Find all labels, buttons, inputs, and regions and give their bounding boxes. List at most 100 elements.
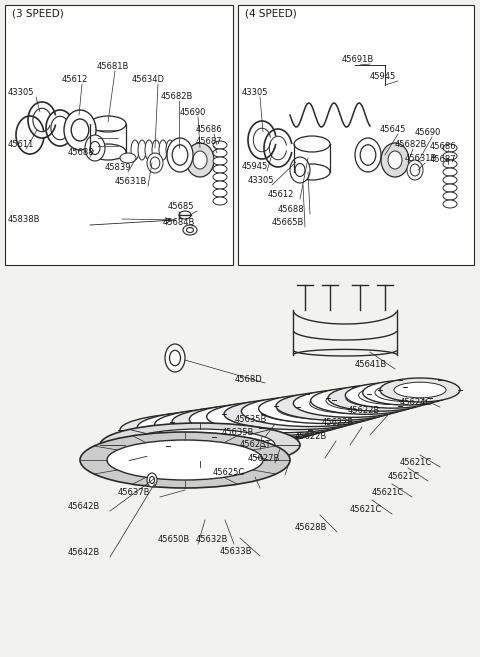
Text: 45622B: 45622B (295, 432, 327, 441)
Text: 45839: 45839 (105, 163, 132, 172)
Ellipse shape (212, 407, 327, 431)
Ellipse shape (293, 390, 410, 417)
Text: 45945: 45945 (242, 162, 268, 171)
Ellipse shape (213, 141, 227, 149)
Text: 45633B: 45633B (220, 547, 252, 556)
Ellipse shape (443, 176, 457, 184)
Ellipse shape (193, 151, 207, 169)
Ellipse shape (71, 119, 89, 141)
Ellipse shape (159, 140, 167, 160)
Ellipse shape (443, 184, 457, 192)
Text: 45624C: 45624C (400, 398, 432, 407)
Ellipse shape (410, 164, 420, 176)
Text: 45650B: 45650B (158, 535, 190, 544)
Text: 45612: 45612 (62, 75, 88, 84)
Ellipse shape (120, 153, 136, 163)
Ellipse shape (388, 151, 402, 169)
Ellipse shape (294, 136, 330, 152)
Text: 45642B: 45642B (68, 548, 100, 557)
Ellipse shape (179, 413, 305, 437)
Text: 45691B: 45691B (342, 55, 374, 64)
Text: 45665B: 45665B (272, 218, 304, 227)
Text: 45682B: 45682B (395, 140, 427, 149)
Ellipse shape (187, 227, 193, 233)
Text: 43305: 43305 (8, 88, 35, 97)
Ellipse shape (80, 432, 290, 488)
Ellipse shape (224, 398, 370, 430)
Text: (3 SPEED): (3 SPEED) (12, 8, 64, 18)
Ellipse shape (183, 225, 197, 235)
Text: 45631B: 45631B (115, 177, 147, 186)
Text: 45625C: 45625C (213, 468, 245, 477)
Ellipse shape (213, 149, 227, 157)
Text: 45621C: 45621C (400, 458, 432, 467)
Ellipse shape (295, 164, 305, 177)
Text: 45690: 45690 (415, 128, 442, 137)
Text: 45686: 45686 (430, 142, 456, 151)
Ellipse shape (172, 405, 340, 439)
Ellipse shape (163, 415, 294, 440)
Ellipse shape (311, 387, 420, 415)
Ellipse shape (394, 382, 446, 397)
Ellipse shape (326, 391, 405, 411)
Text: 45634D: 45634D (132, 75, 165, 84)
Text: 45623T: 45623T (240, 440, 272, 449)
Ellipse shape (172, 145, 188, 165)
Ellipse shape (213, 173, 227, 181)
Ellipse shape (165, 344, 185, 372)
Ellipse shape (90, 144, 126, 160)
Text: 45687: 45687 (196, 137, 223, 146)
Ellipse shape (250, 404, 345, 424)
Ellipse shape (131, 140, 139, 160)
Text: 45631B: 45631B (405, 154, 437, 163)
Text: 45621C: 45621C (388, 472, 420, 481)
Text: 45627B: 45627B (248, 454, 280, 463)
Text: 45621C: 45621C (350, 505, 382, 514)
Ellipse shape (150, 157, 160, 169)
Ellipse shape (213, 197, 227, 205)
Text: 45635B: 45635B (235, 415, 267, 424)
Ellipse shape (90, 116, 126, 132)
Text: 45642B: 45642B (68, 502, 100, 511)
Ellipse shape (345, 382, 440, 408)
Ellipse shape (346, 390, 412, 407)
Text: 45641B: 45641B (355, 360, 387, 369)
Ellipse shape (152, 140, 160, 160)
Ellipse shape (355, 138, 381, 172)
Ellipse shape (259, 394, 390, 424)
Ellipse shape (380, 378, 460, 402)
Bar (5, 5, 233, 265)
Ellipse shape (120, 412, 310, 448)
Ellipse shape (443, 144, 457, 152)
Ellipse shape (153, 419, 277, 442)
Ellipse shape (167, 138, 193, 172)
Text: 45645: 45645 (380, 125, 407, 134)
Text: 45637B: 45637B (118, 488, 151, 497)
Ellipse shape (375, 384, 438, 401)
Ellipse shape (294, 164, 330, 180)
Text: 45681B: 45681B (97, 62, 130, 71)
Ellipse shape (213, 165, 227, 173)
Ellipse shape (85, 135, 105, 161)
Ellipse shape (443, 192, 457, 200)
Ellipse shape (228, 405, 338, 428)
Ellipse shape (147, 473, 157, 487)
Ellipse shape (360, 145, 376, 165)
Ellipse shape (125, 429, 275, 461)
Ellipse shape (166, 140, 174, 160)
Ellipse shape (310, 394, 394, 413)
Text: 45687: 45687 (430, 155, 456, 164)
Ellipse shape (100, 423, 300, 467)
Ellipse shape (90, 141, 100, 154)
Ellipse shape (443, 160, 457, 168)
Text: 45686: 45686 (196, 125, 223, 134)
Ellipse shape (276, 392, 400, 420)
Ellipse shape (213, 157, 227, 165)
Ellipse shape (328, 385, 430, 411)
Text: 45684B: 45684B (163, 218, 195, 227)
Ellipse shape (64, 110, 96, 150)
Text: 43305: 43305 (242, 88, 268, 97)
Ellipse shape (363, 380, 450, 405)
Ellipse shape (202, 411, 311, 433)
Text: 45945: 45945 (370, 72, 396, 81)
